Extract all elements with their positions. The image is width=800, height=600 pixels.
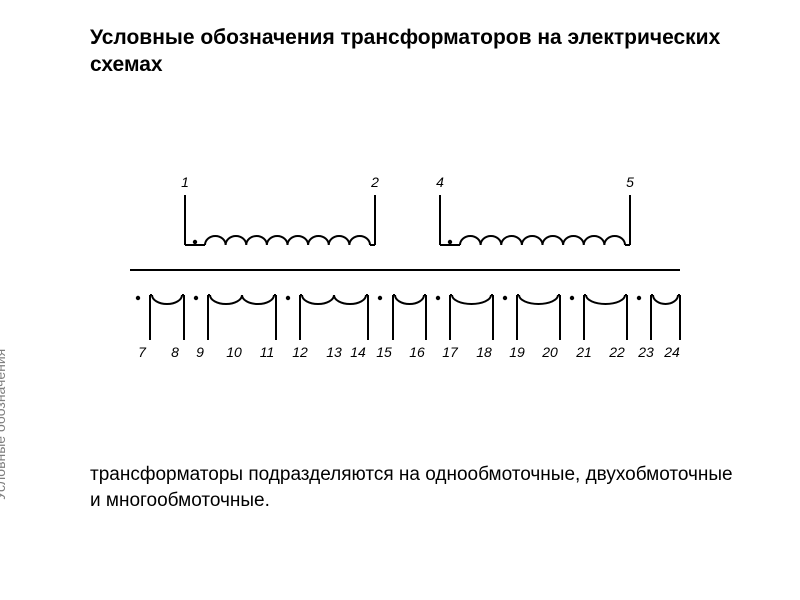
svg-text:11: 11 xyxy=(260,344,275,360)
svg-text:23: 23 xyxy=(637,344,654,360)
svg-text:13: 13 xyxy=(326,344,342,360)
page-title: Условные обозначения трансформаторов на … xyxy=(90,24,740,79)
svg-text:4: 4 xyxy=(436,175,444,190)
svg-text:15: 15 xyxy=(376,344,392,360)
svg-text:16: 16 xyxy=(409,344,425,360)
svg-text:8: 8 xyxy=(171,344,179,360)
svg-text:12: 12 xyxy=(292,344,308,360)
svg-text:1: 1 xyxy=(181,175,189,190)
svg-text:21: 21 xyxy=(575,344,592,360)
svg-text:14: 14 xyxy=(350,344,366,360)
svg-text:17: 17 xyxy=(442,344,459,360)
svg-text:20: 20 xyxy=(541,344,558,360)
svg-text:9: 9 xyxy=(196,344,204,360)
transformer-diagram: 1245789101112131415161718192021222324 xyxy=(100,175,700,375)
svg-text:19: 19 xyxy=(509,344,525,360)
svg-text:2: 2 xyxy=(370,175,379,190)
svg-text:10: 10 xyxy=(226,344,242,360)
caption-text: трансформаторы подразделяются на однообм… xyxy=(90,462,740,515)
svg-text:7: 7 xyxy=(138,344,147,360)
svg-text:22: 22 xyxy=(608,344,625,360)
svg-text:18: 18 xyxy=(476,344,492,360)
svg-text:5: 5 xyxy=(626,175,634,190)
svg-text:24: 24 xyxy=(663,344,680,360)
side-label: Условные обозначения xyxy=(0,349,8,500)
